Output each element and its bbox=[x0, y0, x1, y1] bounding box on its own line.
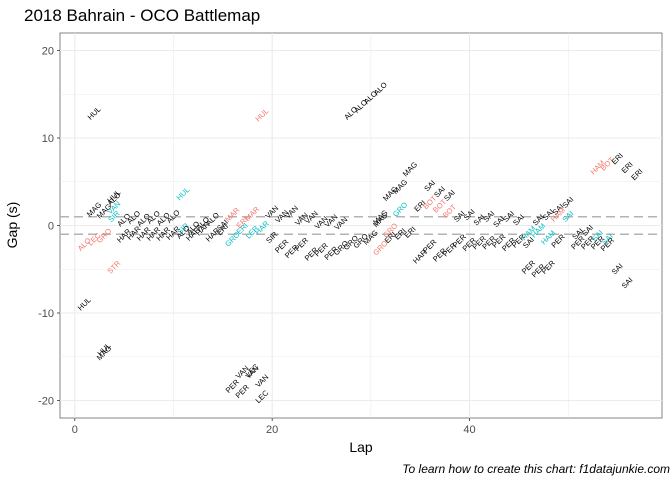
grid-lines bbox=[60, 33, 662, 418]
y-axis: -20 -10 0 10 20 bbox=[38, 46, 60, 408]
x-axis: 0 20 40 bbox=[72, 418, 476, 436]
y-tick-label: 20 bbox=[42, 46, 54, 58]
y-tick-label: -10 bbox=[38, 308, 54, 320]
chart-caption: To learn how to create this chart: f1dat… bbox=[402, 462, 670, 476]
y-tick-label: -20 bbox=[38, 396, 54, 408]
y-tick-label: 10 bbox=[42, 133, 54, 145]
x-axis-title: Lap bbox=[349, 439, 373, 455]
y-tick-label: 0 bbox=[48, 221, 54, 233]
chart-title: 2018 Bahrain - OCO Battlemap bbox=[24, 6, 261, 25]
x-tick-label: 20 bbox=[266, 424, 278, 436]
y-axis-title: Gap (s) bbox=[4, 202, 20, 249]
reference-lines bbox=[60, 216, 662, 235]
x-tick-label: 0 bbox=[72, 424, 78, 436]
x-tick-label: 40 bbox=[463, 424, 475, 436]
